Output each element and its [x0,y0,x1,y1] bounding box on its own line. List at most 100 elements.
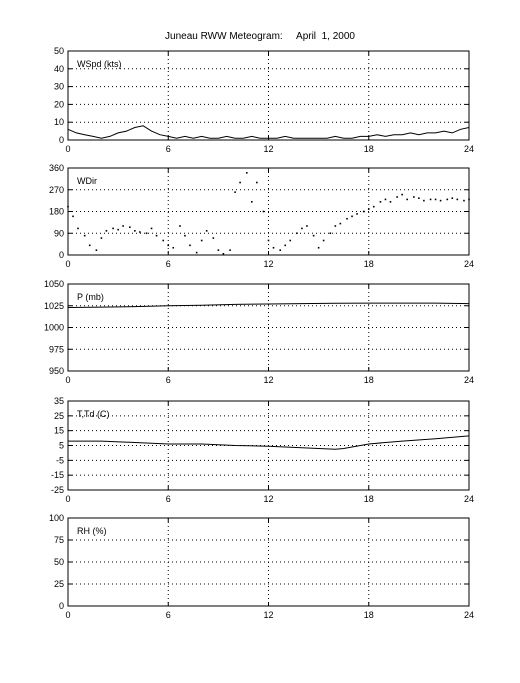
data-point [351,215,353,218]
data-point [272,246,275,249]
y-tick-label: 1050 [44,279,64,289]
data-point [356,213,358,215]
panel-label: T,Td (C) [77,409,110,419]
x-tick-label: 12 [263,494,273,504]
data-point [312,234,315,237]
data-point [367,208,370,210]
x-tick-label: 0 [65,610,70,620]
data-point [117,228,119,231]
y-tick-label: 100 [49,513,64,523]
data-point [322,239,325,242]
data-point [446,198,449,201]
data-point [229,249,231,251]
data-point [451,197,454,200]
x-tick-label: 6 [166,494,171,504]
x-tick-label: 24 [464,610,474,620]
data-point [329,232,332,235]
data-point [112,227,114,230]
y-tick-label: 360 [49,163,64,173]
x-tick-label: 12 [263,259,273,269]
plot-frame [67,167,470,256]
data-point [129,226,131,229]
data-point [396,196,398,198]
data-point [284,244,287,247]
page-title: Juneau RWW Meteogram: April 1, 2000 [165,31,355,42]
x-tick-label: 18 [364,144,374,154]
data-point [205,230,208,232]
data-point [72,215,74,218]
data-point [150,227,153,230]
plot-frame [67,400,470,491]
data-point [145,232,148,235]
series-line [67,125,470,139]
data-point [139,231,141,233]
y-tick-label: 0 [59,135,64,145]
x-tick-label: 24 [464,494,474,504]
x-tick-label: 18 [364,610,374,620]
data-point [122,225,124,227]
y-tick-label: 270 [49,185,64,195]
data-point [239,181,241,184]
data-point [77,227,79,230]
data-point [289,239,292,242]
x-tick-label: 0 [65,494,70,504]
data-point [200,239,203,242]
data-point [346,217,348,220]
data-point [179,225,181,227]
x-tick-label: 0 [65,375,70,385]
x-tick-label: 18 [364,494,374,504]
data-point [334,225,337,227]
y-tick-label: 0 [59,601,64,611]
data-point [256,181,258,184]
panel-label: WSpd (kts) [77,59,122,69]
series-line [67,302,470,308]
data-point [384,198,387,201]
plot-frame [67,517,470,607]
data-point [222,252,225,255]
y-tick-label: 1000 [44,323,64,333]
data-point [167,244,170,247]
data-point [372,205,375,208]
data-point [413,196,415,198]
data-point [339,222,342,225]
data-point [212,237,215,239]
data-point [418,197,420,200]
y-tick-label: 1025 [44,301,64,311]
data-point [317,246,320,249]
data-point [463,199,465,202]
data-point [401,193,403,196]
y-tick-label: 0 [59,250,64,260]
data-point [184,234,186,237]
x-tick-label: 6 [166,610,171,620]
data-point [301,227,303,230]
y-tick-label: -25 [51,485,64,495]
x-tick-label: 0 [65,144,70,154]
x-tick-label: 24 [464,144,474,154]
y-tick-label: 50 [54,46,64,56]
data-point [195,251,198,254]
y-tick-label: 40 [54,64,64,74]
series-line [68,435,470,450]
y-tick-label: 25 [54,579,64,589]
x-tick-label: 6 [166,259,171,269]
y-tick-label: 950 [49,366,64,376]
y-tick-label: 10 [54,117,64,127]
panel-label: RH (%) [77,526,107,536]
data-point [95,249,98,251]
data-point [134,230,136,232]
data-point [362,210,365,213]
data-point [262,210,265,213]
data-point [267,239,270,242]
data-point [245,172,248,174]
x-tick-label: 18 [364,259,374,269]
data-point [189,244,191,247]
data-point [155,234,158,237]
x-tick-label: 6 [166,375,171,385]
data-point [279,249,281,251]
data-point [296,232,298,235]
y-tick-label: -15 [51,470,64,480]
x-tick-label: 0 [65,259,70,269]
data-point [162,239,165,242]
data-point [379,201,382,203]
y-tick-label: 5 [59,441,64,451]
